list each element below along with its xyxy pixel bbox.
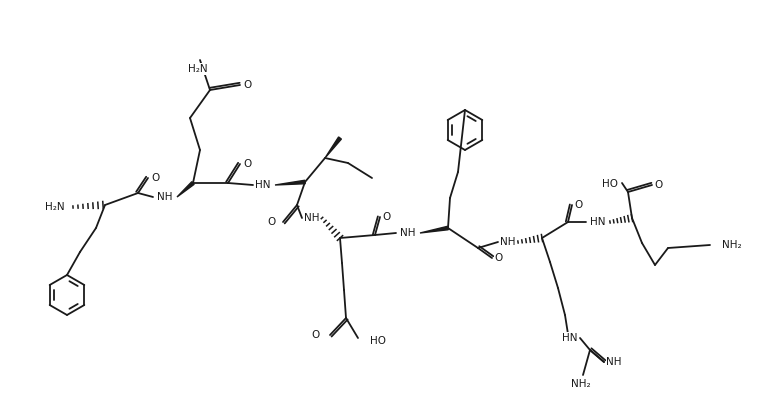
Text: O: O	[574, 200, 583, 210]
Text: HN: HN	[562, 333, 578, 343]
Text: HN: HN	[591, 217, 606, 227]
Text: HO: HO	[602, 179, 618, 189]
Text: NH: NH	[607, 358, 623, 368]
Polygon shape	[325, 137, 342, 158]
Text: HN: HN	[255, 180, 270, 190]
Text: HO: HO	[370, 336, 386, 346]
Text: NH: NH	[401, 228, 416, 238]
Text: O: O	[655, 180, 663, 190]
Text: O: O	[495, 253, 503, 263]
Text: O: O	[312, 330, 320, 340]
Text: NH: NH	[157, 192, 173, 202]
Text: H₂N: H₂N	[45, 202, 65, 212]
Text: O: O	[243, 159, 251, 169]
Text: O: O	[383, 212, 391, 222]
Text: O: O	[151, 173, 159, 183]
Text: O: O	[268, 217, 276, 227]
Polygon shape	[275, 180, 305, 185]
Polygon shape	[177, 182, 194, 197]
Text: NH: NH	[304, 213, 319, 223]
Text: NH: NH	[500, 237, 516, 247]
Text: H₂N: H₂N	[188, 64, 208, 74]
Text: O: O	[243, 80, 251, 90]
Text: NH₂: NH₂	[571, 379, 591, 389]
Text: NH₂: NH₂	[722, 240, 741, 250]
Polygon shape	[420, 226, 448, 233]
Text: NH: NH	[606, 357, 622, 367]
